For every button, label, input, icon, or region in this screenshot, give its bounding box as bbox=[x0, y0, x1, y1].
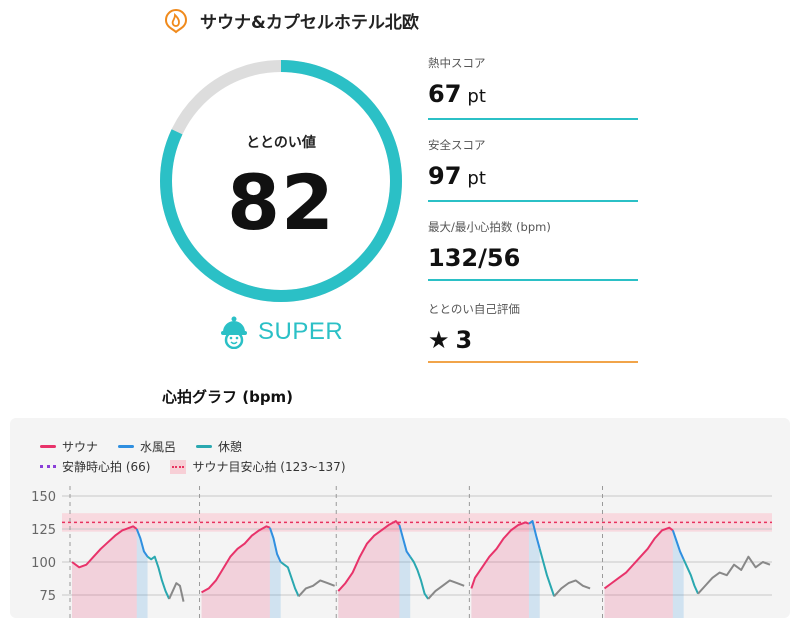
star-icon: ★ bbox=[428, 326, 450, 354]
self-rating-block: ととのい自己評価 ★ 3 bbox=[428, 301, 638, 363]
sauna-area bbox=[201, 526, 270, 618]
divider bbox=[428, 279, 638, 281]
sauna-swatch bbox=[40, 445, 56, 448]
legend-resting-hr: 安静時心拍 (66) bbox=[40, 458, 150, 475]
heart-rate-label: 最大/最小心拍数 (bpm) bbox=[428, 220, 551, 234]
heat-score-block: 熱中スコア 67 pt bbox=[428, 55, 638, 120]
cold-bath-swatch bbox=[118, 445, 135, 448]
level-text: SUPER bbox=[258, 318, 344, 345]
sauna-area bbox=[604, 527, 673, 618]
self-rating-number: 3 bbox=[455, 326, 473, 354]
heart-rate-chart: 150 125 100 75 bbox=[31, 486, 772, 618]
sauna-area bbox=[72, 526, 137, 618]
helmet-mascot-icon bbox=[221, 316, 247, 349]
legend-target-hr: サウナ目安心拍 (123~137) bbox=[170, 458, 346, 475]
heat-score-value: 67 pt bbox=[428, 79, 638, 112]
cold-bath-line bbox=[671, 529, 685, 560]
sauna-line bbox=[201, 525, 271, 594]
safety-score-value: 97 pt bbox=[428, 161, 638, 194]
rest-line bbox=[538, 548, 556, 597]
cold-bath-line bbox=[135, 528, 149, 558]
level-badge: SUPER bbox=[220, 314, 343, 350]
sauna-area bbox=[471, 522, 529, 618]
heat-score-number: 67 bbox=[428, 80, 462, 108]
sauna-line bbox=[470, 521, 530, 589]
rest-line bbox=[682, 558, 699, 595]
cold-bath-line bbox=[398, 524, 412, 558]
legend-cold-bath-label: 水風呂 bbox=[140, 440, 177, 454]
legend-sauna-label: サウナ bbox=[62, 440, 99, 454]
heart-rate-value: 132/56 bbox=[428, 244, 521, 272]
gauge-arc bbox=[160, 60, 402, 302]
cold-bath-area bbox=[399, 525, 411, 618]
divider bbox=[428, 118, 638, 120]
heart-rate-graph-card: サウナ 水風呂 休憩 安静時心拍 (66) サウナ目安心拍 (123~137) … bbox=[10, 418, 790, 618]
safety-score-number: 97 bbox=[428, 162, 462, 190]
cold-bath-line bbox=[528, 520, 541, 550]
sauna-line bbox=[603, 526, 674, 590]
sauna-area bbox=[338, 521, 400, 618]
legend-target-hr-label: サウナ目安心拍 (123~137) bbox=[192, 460, 346, 474]
facility-header: サウナ&カプセルホテル北欧 bbox=[162, 4, 419, 36]
legend-row-2: 安静時心拍 (66) サウナ目安心拍 (123~137) bbox=[40, 458, 366, 475]
legend-row-1: サウナ 水風呂 休憩 bbox=[40, 438, 262, 455]
y-tick-label: 125 bbox=[31, 523, 56, 538]
heat-score-label: 熱中スコア bbox=[428, 56, 486, 70]
heat-score-unit: pt bbox=[467, 86, 486, 107]
facility-name: サウナ&カプセルホテル北欧 bbox=[200, 12, 419, 33]
sauna-line bbox=[337, 520, 401, 592]
self-rating-label: ととのい自己評価 bbox=[428, 302, 520, 316]
gauge-label: ととのい値 bbox=[246, 135, 316, 151]
rest-line bbox=[280, 561, 300, 597]
target-hr-swatch bbox=[170, 459, 187, 474]
other-line bbox=[697, 555, 771, 595]
other-line bbox=[168, 582, 185, 602]
other-line bbox=[553, 579, 591, 597]
other-line bbox=[297, 579, 335, 597]
y-tick-label: 75 bbox=[39, 589, 56, 604]
self-rating-value: ★ 3 bbox=[428, 325, 638, 355]
y-tick-label: 100 bbox=[31, 556, 56, 571]
sauna-line bbox=[71, 525, 138, 569]
cold-bath-area bbox=[136, 529, 148, 618]
divider bbox=[428, 200, 638, 202]
rest-line bbox=[409, 556, 430, 600]
graph-title: 心拍グラフ (bpm) bbox=[162, 388, 294, 406]
safety-score-block: 安全スコア 97 pt bbox=[428, 137, 638, 202]
y-tick-label: 150 bbox=[31, 490, 56, 505]
cold-bath-area bbox=[269, 527, 281, 618]
other-line bbox=[427, 579, 465, 600]
legend-resting-hr-label: 安静時心拍 (66) bbox=[62, 460, 151, 474]
gauge-value: 82 bbox=[227, 158, 335, 247]
cold-bath-area bbox=[528, 521, 540, 618]
legend-sauna: サウナ bbox=[40, 438, 98, 455]
resting-hr-swatch bbox=[40, 465, 56, 468]
rest-swatch bbox=[196, 445, 213, 448]
legend-rest-label: 休憩 bbox=[218, 440, 243, 454]
cold-bath-area bbox=[672, 530, 684, 618]
divider bbox=[428, 361, 638, 363]
legend-rest: 休憩 bbox=[196, 438, 242, 455]
rest-line bbox=[146, 555, 171, 600]
legend-cold-bath: 水風呂 bbox=[118, 438, 176, 455]
cold-bath-line bbox=[268, 527, 282, 563]
heart-rate-block: 最大/最小心拍数 (bpm) 132/56 bbox=[428, 219, 638, 281]
totonoi-gauge bbox=[160, 60, 402, 302]
safety-score-unit: pt bbox=[467, 168, 486, 189]
safety-score-label: 安全スコア bbox=[428, 138, 486, 152]
sauna-flame-icon bbox=[164, 9, 188, 34]
